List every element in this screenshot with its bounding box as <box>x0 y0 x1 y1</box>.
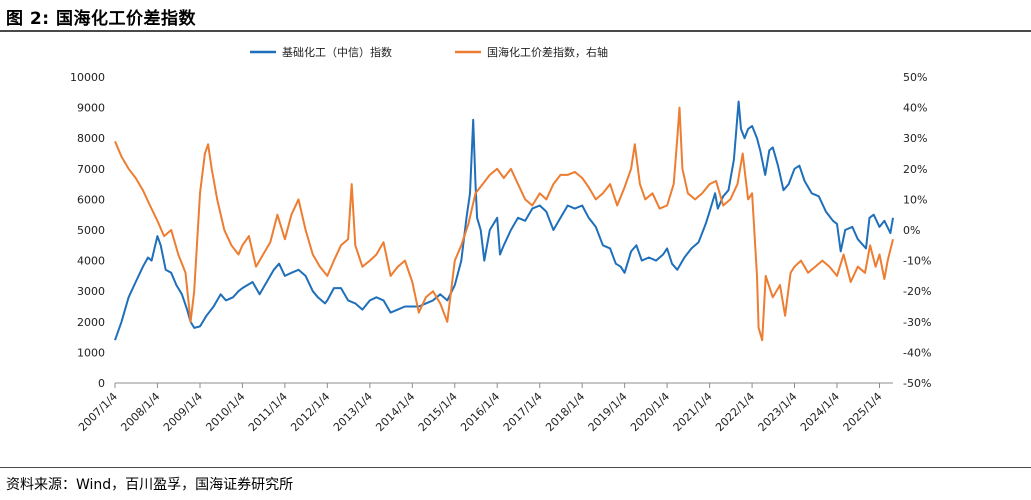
x-axis-tick-label: 2024/1/4 <box>798 390 842 434</box>
x-axis-tick-label: 2022/1/4 <box>713 390 757 434</box>
x-axis-tick-label: 2007/1/4 <box>76 390 120 434</box>
left-axis-tick-label: 9000 <box>77 102 105 115</box>
right-axis-tick-label: -20% <box>903 285 931 298</box>
legend-label: 基础化工（中信）指数 <box>282 45 392 59</box>
x-axis-tick-label: 2015/1/4 <box>416 390 460 434</box>
left-axis-tick-label: 3000 <box>77 285 105 298</box>
x-axis-tick-label: 2010/1/4 <box>203 390 247 434</box>
x-axis-tick-label: 2023/1/4 <box>756 390 800 434</box>
x-axis-tick-label: 2013/1/4 <box>331 390 375 434</box>
legend-label: 国海化工价差指数，右轴 <box>487 45 608 59</box>
title-rule <box>0 30 1031 32</box>
x-axis-tick-label: 2014/1/4 <box>373 390 417 434</box>
left-axis-tick-label: 7000 <box>77 163 105 176</box>
left-axis-tick-label: 4000 <box>77 255 105 268</box>
right-axis-tick-label: -30% <box>903 316 931 329</box>
source-rule <box>0 467 1031 468</box>
right-axis-tick-label: 20% <box>903 163 927 176</box>
left-axis-tick-label: 0 <box>98 377 105 390</box>
plot-area: 0 1000 2000 3000 4000 5000 6000 7000 8000 9000 100… <box>70 71 931 434</box>
series-line-spread-index <box>114 106 894 342</box>
left-axis-tick-label: 8000 <box>77 132 105 145</box>
right-axis-tick-label: -10% <box>903 255 931 268</box>
figure-title: 图 2: 国海化工价差指数 <box>6 9 196 29</box>
right-axis-tick-label: 10% <box>903 193 927 206</box>
series-line-chemical-index <box>114 100 894 341</box>
left-axis-tick-label: 5000 <box>77 224 105 237</box>
x-axis-tick-label: 2017/1/4 <box>501 390 545 434</box>
right-axis-tick-label: 30% <box>903 132 927 145</box>
x-axis-tick-label: 2021/1/4 <box>671 390 715 434</box>
right-axis-tick-label: -40% <box>903 346 931 359</box>
x-axis-tick-label: 2018/1/4 <box>543 390 587 434</box>
left-axis-tick-label: 2000 <box>77 316 105 329</box>
x-axis-tick-label: 2025/1/4 <box>841 390 885 434</box>
x-axis-tick-label: 2020/1/4 <box>628 390 672 434</box>
x-axis-tick-label: 2009/1/4 <box>161 390 205 434</box>
x-axis-tick-label: 2016/1/4 <box>458 390 502 434</box>
x-axis-tick-label: 2011/1/4 <box>246 390 290 434</box>
left-axis-tick-label: 10000 <box>70 71 105 84</box>
right-axis-tick-label: 50% <box>903 71 927 84</box>
right-axis-tick-label: 40% <box>903 102 927 115</box>
x-axis-tick-label: 2019/1/4 <box>586 390 630 434</box>
line-chart: 基础化工（中信）指数 国海化工价差指数，右轴 0 1000 2000 3000 4000 5… <box>70 45 931 434</box>
x-axis-tick-label: 2012/1/4 <box>288 390 332 434</box>
source-note: 资料来源：Wind，百川盈孚，国海证券研究所 <box>6 477 294 493</box>
x-axis-tick-label: 2008/1/4 <box>118 390 162 434</box>
right-axis-tick-label: 0% <box>903 224 920 237</box>
left-axis-tick-label: 6000 <box>77 193 105 206</box>
left-axis-tick-label: 1000 <box>77 346 105 359</box>
right-axis-tick-label: -50% <box>903 377 931 390</box>
chart-legend: 基础化工（中信）指数 国海化工价差指数，右轴 <box>250 45 608 59</box>
